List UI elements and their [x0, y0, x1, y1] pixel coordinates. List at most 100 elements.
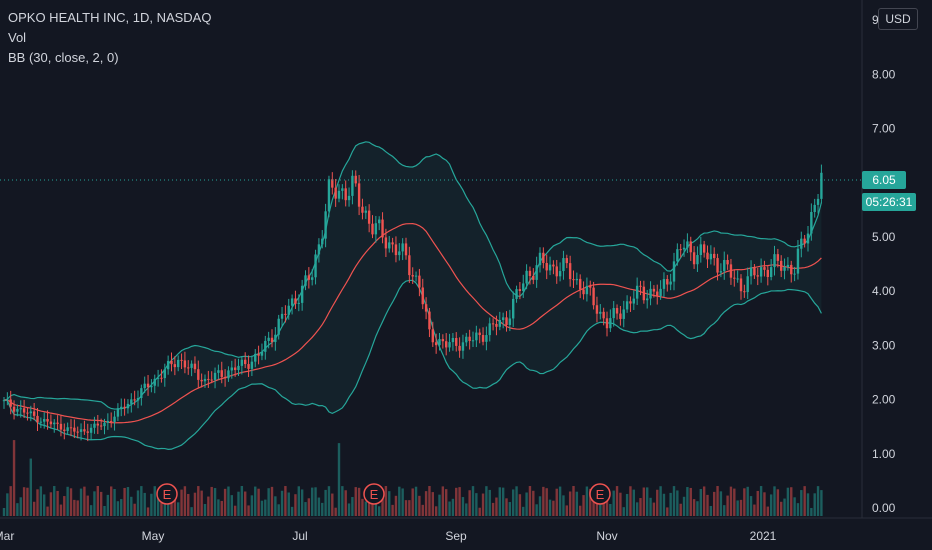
time-tick-label: Jul — [292, 529, 307, 543]
candle-body — [213, 372, 217, 380]
candle-body — [43, 419, 46, 422]
candle-body — [485, 335, 488, 342]
candle-body — [357, 183, 361, 207]
candle-body — [689, 241, 692, 253]
volume-bar — [86, 495, 89, 516]
volume-bar — [311, 487, 314, 516]
volume-bar — [619, 492, 622, 516]
candle-body — [63, 429, 66, 431]
price-axis[interactable]: 98.007.006.005.004.003.002.001.000.00 — [872, 13, 896, 515]
volume-bar — [177, 502, 180, 516]
symbol-title[interactable]: OPKO HEALTH INC, 1D, NASDAQ — [8, 10, 212, 25]
volume-bar — [32, 501, 36, 516]
candle-body — [552, 264, 555, 267]
volume-bar — [347, 503, 351, 516]
volume-bar — [592, 500, 595, 516]
volume-bar — [495, 497, 498, 516]
volume-bar — [200, 490, 203, 516]
candle-body — [512, 298, 515, 319]
volume-bar — [153, 486, 156, 516]
earnings-marker[interactable] — [589, 483, 611, 505]
volume-bar — [790, 487, 793, 516]
earnings-marker-label: E — [596, 487, 605, 502]
candle-body — [475, 332, 478, 341]
candle-body — [625, 301, 629, 310]
earnings-marker[interactable] — [363, 483, 385, 505]
candle-body — [16, 408, 19, 412]
volume-bar — [12, 440, 16, 516]
candle-body — [595, 305, 599, 314]
candle-body — [609, 318, 612, 329]
candle-body — [19, 408, 22, 410]
volume-bar — [702, 486, 706, 516]
volume-bar — [123, 487, 126, 516]
volume-bar — [337, 443, 341, 516]
candle-body — [36, 415, 39, 423]
volume-bar — [656, 489, 659, 516]
volume-bar — [233, 505, 237, 516]
volume-bar — [274, 496, 277, 516]
candle-body — [260, 351, 264, 356]
volume-bar — [136, 490, 140, 516]
candle-body — [729, 264, 733, 278]
candle-body — [354, 175, 357, 184]
volume-bar — [6, 493, 9, 516]
volume-bar — [29, 458, 32, 516]
currency-button[interactable]: USD — [878, 8, 918, 30]
volume-bar — [116, 501, 120, 516]
volume-bar — [307, 498, 311, 516]
volume-bar — [575, 491, 579, 516]
volume-bar — [448, 501, 451, 516]
candle-body — [321, 238, 324, 245]
candle-body — [173, 364, 177, 368]
candle-body — [739, 278, 743, 292]
volume-bar — [706, 494, 709, 516]
volume-bar — [615, 486, 619, 516]
volume-bar — [475, 493, 478, 516]
volume-bar — [491, 502, 495, 516]
volume-bar — [254, 486, 257, 516]
earnings-marker[interactable] — [156, 483, 178, 505]
candle-body — [391, 242, 394, 245]
volume-bar — [421, 504, 424, 516]
candle-body — [646, 298, 649, 301]
volume-bar — [280, 490, 284, 516]
candle-body — [468, 336, 471, 341]
volume-bar — [384, 486, 388, 516]
volume-bar — [250, 495, 254, 516]
volume-bar — [579, 505, 582, 516]
candle-body — [659, 288, 662, 296]
candle-body — [257, 353, 260, 356]
candle-body — [481, 335, 485, 342]
volume-bar — [398, 486, 401, 516]
volume-bar — [669, 492, 672, 516]
volume-bar — [786, 487, 790, 516]
volume-bar — [197, 486, 200, 516]
volume-bar — [257, 488, 260, 516]
volume-bar — [642, 487, 646, 516]
candle-body — [428, 311, 431, 330]
volume-bar — [759, 486, 763, 516]
volume-bar — [605, 496, 609, 516]
bollinger-bands — [3, 141, 822, 450]
candle-body — [501, 317, 505, 320]
volume-bar — [783, 498, 786, 516]
candle-body — [394, 244, 398, 256]
volume-bar — [793, 497, 796, 516]
volume-bar — [585, 486, 589, 516]
volume-bar — [478, 507, 481, 516]
candle-body — [719, 271, 723, 273]
volume-bar — [766, 506, 769, 516]
volume-bar — [156, 489, 160, 516]
volume-bar — [163, 497, 166, 516]
volume-indicator-label[interactable]: Vol — [8, 30, 27, 45]
volume-bar — [458, 487, 461, 516]
volume-bar — [43, 494, 46, 516]
time-axis[interactable]: Mar May Jul Sep Nov 2021 — [0, 529, 777, 543]
volume-bar — [552, 500, 555, 516]
candle-body — [247, 364, 250, 369]
bb-indicator-label[interactable]: BB (30, close, 2, 0) — [8, 50, 119, 65]
volume-bar — [388, 491, 391, 516]
